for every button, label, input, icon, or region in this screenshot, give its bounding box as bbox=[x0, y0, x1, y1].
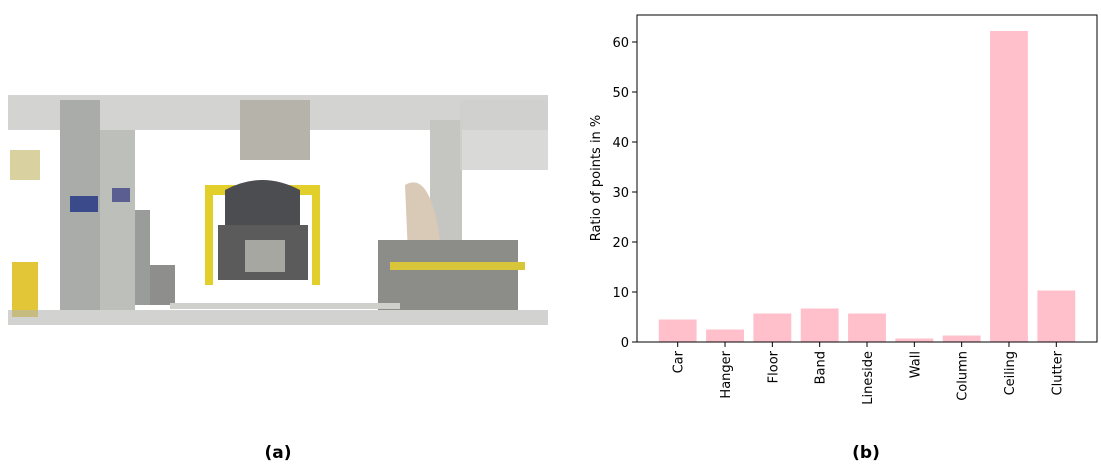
x-tick-label: Band bbox=[814, 351, 829, 384]
bar bbox=[990, 31, 1028, 342]
bar bbox=[706, 330, 744, 343]
x-tick-label: Floor bbox=[766, 350, 781, 383]
x-tick-label: Hanger bbox=[719, 350, 734, 398]
x-tick-label: Lineside bbox=[861, 351, 876, 405]
bar bbox=[943, 336, 981, 343]
bar bbox=[1037, 291, 1075, 343]
y-axis-label: Ratio of points in % bbox=[589, 115, 604, 242]
y-tick-label: 0 bbox=[621, 336, 629, 351]
point-cloud-image bbox=[8, 95, 548, 325]
x-tick-label: Column bbox=[956, 351, 971, 401]
y-tick-label: 60 bbox=[612, 36, 629, 51]
bar bbox=[753, 314, 791, 343]
x-tick-label: Wall bbox=[908, 351, 923, 378]
bar bbox=[848, 314, 886, 343]
caption: (a) bbox=[264, 443, 291, 463]
y-tick-label: 10 bbox=[612, 286, 629, 301]
x-tick-label: Car bbox=[672, 350, 687, 373]
axes-frame bbox=[637, 15, 1097, 342]
x-tick-label: Ceiling bbox=[1003, 351, 1018, 395]
x-tick-label: Clutter bbox=[1050, 350, 1065, 395]
bar bbox=[659, 320, 697, 343]
y-tick-label: 20 bbox=[612, 236, 629, 251]
y-tick-label: 30 bbox=[612, 186, 629, 201]
bar bbox=[801, 309, 839, 343]
figure: (a) (b) Ratio of points in % 0 10 20 30 40 50… bbox=[0, 0, 1101, 468]
y-tick-label: 40 bbox=[612, 136, 629, 151]
caption: (b) bbox=[852, 443, 880, 463]
bar bbox=[895, 339, 933, 343]
y-tick-label: 50 bbox=[612, 86, 629, 101]
